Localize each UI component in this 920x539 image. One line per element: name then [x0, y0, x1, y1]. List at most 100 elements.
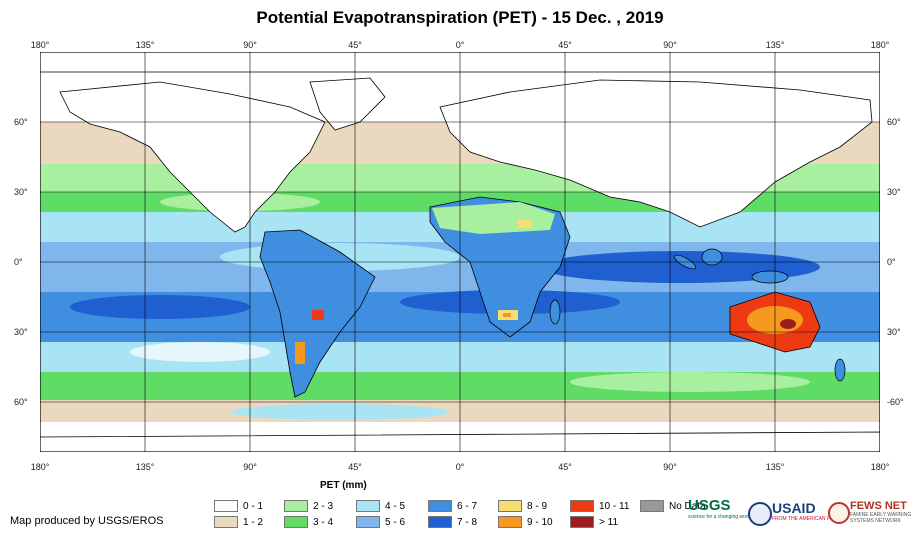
usgs-logo: USGS science for a changing world [688, 497, 751, 520]
lon-label-bottom: 90° [243, 462, 257, 472]
usgs-logo-text: USGS [688, 497, 731, 514]
eurasia [439, 79, 873, 228]
legend-item: 2 - 3 [284, 500, 333, 512]
legend-item: 6 - 7 [428, 500, 477, 512]
pattern-patch [540, 251, 820, 283]
usaid-logo-text: USAID [772, 500, 816, 516]
lat-label-left: 30° [14, 187, 28, 197]
legend-label: 3 - 4 [313, 516, 334, 528]
legend-swatch [428, 516, 452, 528]
hot-spot-south-america [312, 310, 324, 320]
legend-item: 4 - 5 [356, 500, 405, 512]
lon-label-bottom: 180° [870, 462, 890, 472]
legend-label: 9 - 10 [527, 516, 553, 528]
lat-label-left: 30° [14, 327, 28, 337]
lat-label-right: 30° [887, 327, 901, 337]
usaid-tagline: FROM THE AMERICAN PEOPLE [772, 516, 847, 522]
legend-label: 7 - 8 [457, 516, 478, 528]
legend-label: 4 - 5 [385, 500, 406, 512]
lon-label-top: 45° [348, 40, 362, 50]
legend-title: PET (mm) [320, 480, 367, 491]
lon-label-top: 90° [243, 40, 257, 50]
legend-swatch [284, 500, 308, 512]
legend-swatch [428, 500, 452, 512]
legend-label: 5 - 6 [385, 516, 406, 528]
madagascar [549, 299, 561, 325]
lat-label-right: -60° [887, 397, 904, 407]
lon-label-bottom: 0° [455, 462, 465, 472]
lat-label-right: 60° [887, 117, 901, 127]
map-title: Potential Evapotranspiration (PET) - 15 … [256, 8, 664, 27]
legend-swatch [570, 500, 594, 512]
legend-item: 7 - 8 [428, 516, 477, 528]
lat-label-left: 60° [14, 117, 28, 127]
legend-label: 0 - 1 [243, 500, 264, 512]
lon-label-top: 90° [663, 40, 677, 50]
lat-label-right: 30° [887, 187, 901, 197]
legend-label: 10 - 11 [599, 500, 630, 512]
legend-swatch [284, 516, 308, 528]
legend-swatch [356, 516, 380, 528]
island-group [549, 248, 846, 382]
pattern-patch [570, 372, 810, 392]
legend-item: 1 - 2 [214, 516, 263, 528]
lon-label-bottom: 90° [663, 462, 677, 472]
legend-label: No Data [669, 500, 706, 512]
hot-spot-africa-north [518, 220, 532, 228]
lon-label-top: 180° [870, 40, 890, 50]
legend-swatch [498, 516, 522, 528]
legend-swatch [570, 516, 594, 528]
fews-seal-icon [828, 502, 850, 524]
legend-swatch [214, 500, 238, 512]
lat-label-right: 0° [887, 257, 896, 267]
lon-label-top: 180° [30, 40, 50, 50]
legend-item: 5 - 6 [356, 516, 405, 528]
usgs-tagline: science for a changing world [688, 514, 752, 520]
fews-logo-text: FEWS NET [850, 500, 907, 512]
legend-swatch [498, 500, 522, 512]
new-guinea [751, 270, 789, 284]
fews-tagline: FAMINE EARLY WARNING SYSTEMS NETWORK [850, 512, 912, 524]
lon-label-bottom: 45° [558, 462, 572, 472]
pattern-patch [70, 295, 250, 319]
lon-label-bottom: 135° [135, 462, 155, 472]
borneo [701, 248, 723, 266]
fews-net-logo: FEWS NET FAMINE EARLY WARNING SYSTEMS NE… [850, 500, 920, 524]
map-credit: Map produced by USGS/EROS [10, 515, 164, 527]
australia-hot-core [780, 319, 796, 329]
lon-label-bottom: 45° [348, 462, 362, 472]
legend-label: 8 - 9 [527, 500, 548, 512]
legend-label: 6 - 7 [457, 500, 478, 512]
lat-label-left: 60° [14, 397, 28, 407]
legend-swatch [356, 500, 380, 512]
legend-label: 2 - 3 [313, 500, 334, 512]
legend-item: > 11 [570, 516, 618, 528]
usaid-seal-icon [748, 502, 772, 526]
legend-item: 9 - 10 [498, 516, 553, 528]
legend-swatch [214, 516, 238, 528]
graticule [40, 52, 880, 452]
lon-label-top: 0° [455, 40, 465, 50]
pattern-patch [230, 404, 450, 420]
lon-label-bottom: 180° [30, 462, 50, 472]
legend-item: 3 - 4 [284, 516, 333, 528]
pet-map [40, 52, 880, 452]
legend-label: 1 - 2 [243, 516, 264, 528]
legend-item: 10 - 11 [570, 500, 629, 512]
warm-spot-south-america [295, 342, 305, 364]
pattern-patch [130, 342, 270, 362]
legend-item: 8 - 9 [498, 500, 547, 512]
lat-label-left: 0° [14, 257, 23, 267]
lon-label-bottom: 135° [765, 462, 785, 472]
legend-label: > 11 [599, 516, 618, 528]
lon-label-top: 45° [558, 40, 572, 50]
north-america [59, 81, 326, 233]
usaid-logo: USAID FROM THE AMERICAN PEOPLE [772, 500, 847, 522]
legend-item: No Data [640, 500, 706, 512]
lon-label-top: 135° [765, 40, 785, 50]
new-zealand [834, 358, 846, 382]
africa [429, 196, 571, 338]
legend-swatch [640, 500, 664, 512]
lon-label-top: 135° [135, 40, 155, 50]
legend-item: 0 - 1 [214, 500, 263, 512]
